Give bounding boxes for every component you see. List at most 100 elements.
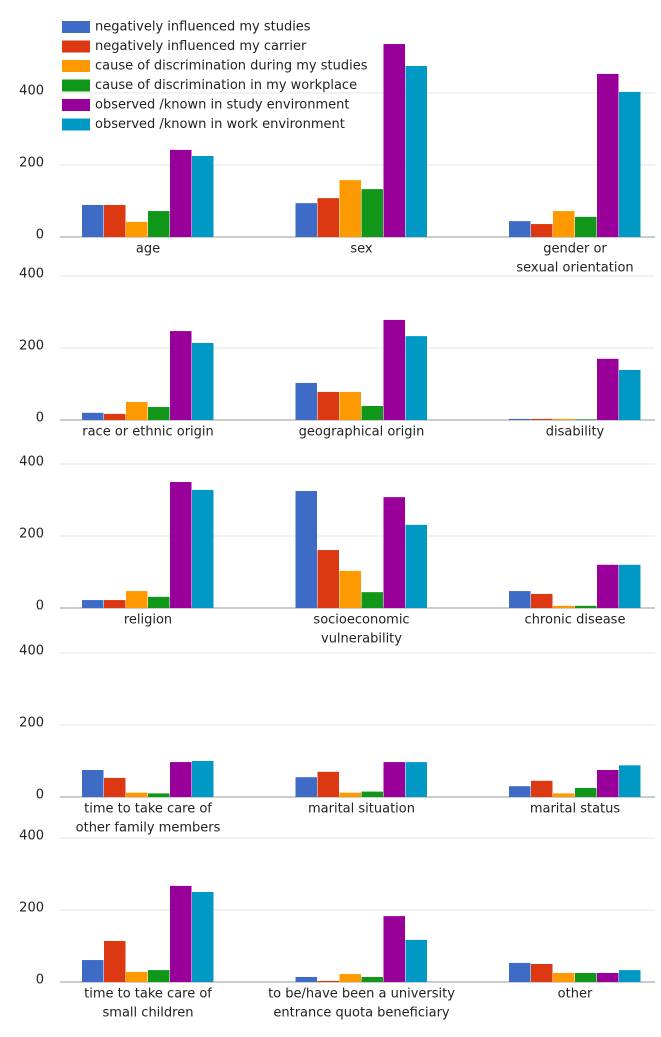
bar: [148, 596, 170, 608]
y-tick-label: 0: [36, 973, 44, 988]
x-tick-label: geographical origin: [299, 425, 425, 440]
bar: [597, 73, 619, 237]
bar: [339, 391, 361, 420]
legend-label: cause of discrimination during my studie…: [95, 59, 368, 74]
bar: [170, 482, 192, 608]
bar: [192, 892, 214, 982]
bar: [597, 770, 619, 797]
y-tick-label: 200: [19, 901, 44, 916]
legend-swatch: [62, 118, 90, 131]
legend-swatch: [62, 79, 90, 92]
bar: [405, 939, 427, 982]
bar: [531, 593, 553, 608]
x-tick-label: sex: [350, 242, 373, 257]
bar: [339, 792, 361, 797]
x-tick-label: gender or: [543, 242, 607, 257]
bar: [405, 336, 427, 420]
y-tick-label: 200: [19, 716, 44, 731]
bar: [295, 491, 317, 608]
legend-swatch: [62, 40, 90, 53]
bar: [575, 216, 597, 237]
bar: [405, 66, 427, 237]
bar: [104, 777, 126, 797]
bar: [619, 564, 641, 608]
x-tick-label: sexual orientation: [516, 261, 633, 276]
bar: [619, 765, 641, 797]
bar: [361, 405, 383, 420]
bar: [531, 418, 553, 420]
bar: [126, 591, 148, 608]
bar: [126, 402, 148, 420]
x-tick-label: race or ethnic origin: [82, 425, 214, 440]
bar: [82, 412, 104, 420]
x-tick-label: entrance quota beneficiary: [273, 1006, 450, 1021]
legend-swatch: [62, 60, 90, 72]
legend-swatch: [62, 99, 90, 111]
bar: [339, 570, 361, 608]
bar: [383, 916, 405, 982]
bar: [509, 418, 531, 420]
bar: [170, 762, 192, 797]
bar: [317, 391, 339, 420]
bar: [531, 224, 553, 237]
x-tick-label: age: [136, 242, 160, 257]
bar: [192, 761, 214, 797]
bar: [575, 973, 597, 982]
x-tick-label: chronic disease: [525, 613, 626, 628]
bar: [148, 211, 170, 237]
bar: [126, 221, 148, 237]
y-tick-label: 400: [19, 267, 44, 282]
x-tick-label: vulnerability: [321, 632, 402, 647]
bar: [104, 600, 126, 608]
bar: [361, 189, 383, 237]
y-tick-label: 200: [19, 527, 44, 542]
x-tick-label: time to take care of: [84, 802, 212, 817]
y-tick-label: 400: [19, 84, 44, 99]
y-tick-label: 200: [19, 156, 44, 171]
bar: [597, 564, 619, 608]
bar: [170, 885, 192, 982]
legend-label: observed /known in study environment: [95, 98, 349, 113]
bar: [509, 786, 531, 797]
bar: [82, 770, 104, 797]
bar: [531, 780, 553, 797]
bar: [317, 198, 339, 237]
y-tick-label: 400: [19, 829, 44, 844]
bar: [553, 418, 575, 420]
bar: [405, 524, 427, 608]
bar: [104, 413, 126, 420]
bar: [361, 976, 383, 982]
bar: [295, 777, 317, 797]
bar: [531, 964, 553, 982]
bar: [383, 497, 405, 608]
x-tick-label: religion: [124, 613, 172, 628]
bar: [619, 369, 641, 420]
bar: [148, 407, 170, 420]
y-tick-label: 200: [19, 339, 44, 354]
bar: [553, 973, 575, 982]
bar: [126, 971, 148, 982]
x-tick-label: small children: [103, 1006, 194, 1021]
bar: [104, 940, 126, 982]
bar: [509, 591, 531, 608]
bar: [553, 605, 575, 608]
bar: [317, 771, 339, 797]
y-tick-label: 0: [36, 411, 44, 426]
bar: [575, 788, 597, 797]
bar: [597, 358, 619, 420]
bar: [148, 970, 170, 982]
bar: [317, 980, 339, 982]
bar: [575, 419, 597, 420]
bar: [192, 156, 214, 237]
bar: [82, 204, 104, 237]
bar: [361, 592, 383, 608]
bar: [170, 149, 192, 237]
bar: [405, 762, 427, 797]
bar: [192, 489, 214, 608]
bar: [104, 204, 126, 237]
y-tick-label: 400: [19, 455, 44, 470]
y-tick-label: 0: [36, 228, 44, 243]
bar: [339, 180, 361, 237]
bar: [383, 319, 405, 420]
